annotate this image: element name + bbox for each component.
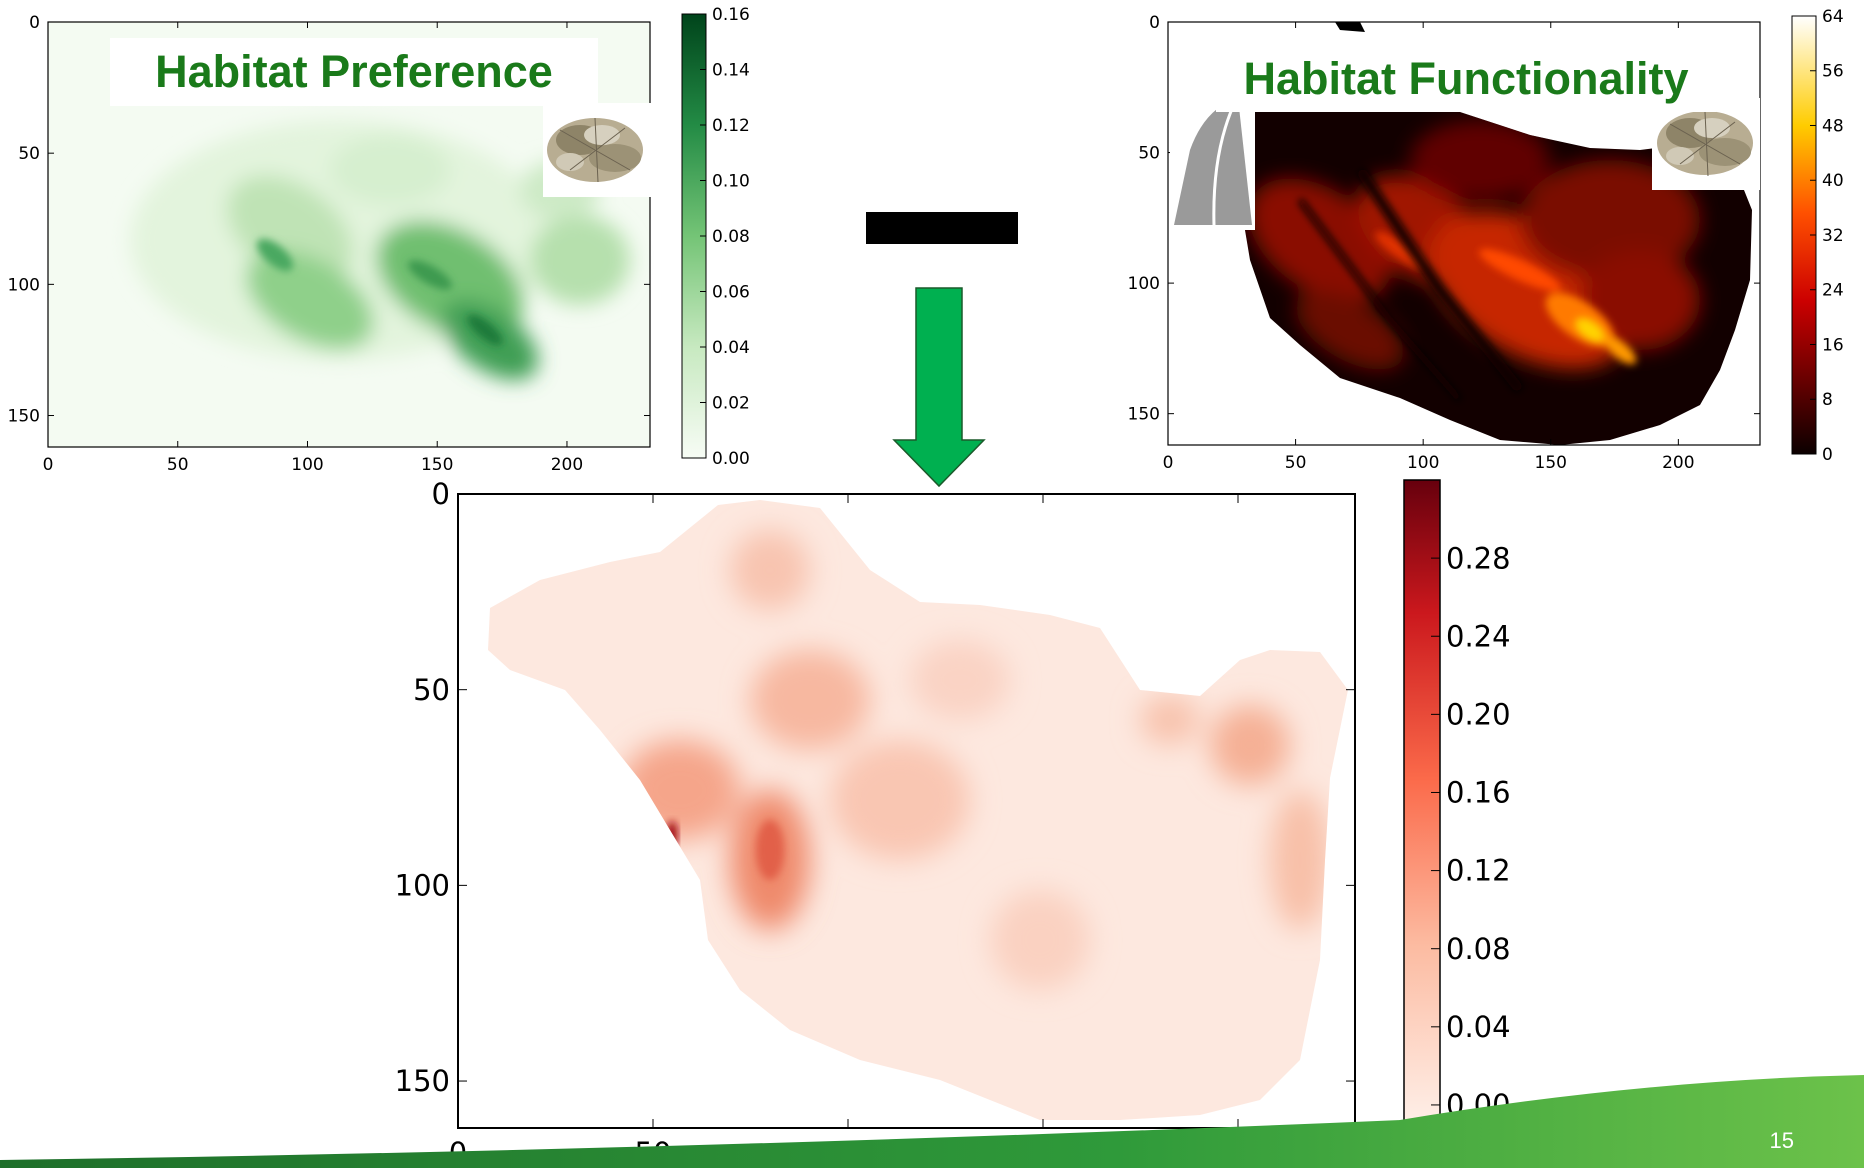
functionality-title: Habitat Functionality — [1216, 46, 1716, 112]
x-tick-label: 0 — [43, 455, 54, 475]
colorbar-tick-label: 64 — [1822, 7, 1844, 27]
colorbar-tick-label: 0.20 — [1446, 698, 1511, 732]
y-tick-label: 150 — [8, 406, 40, 426]
colorbar-tick-label: 0.12 — [712, 116, 750, 136]
colorbar-tick-label: 32 — [1822, 226, 1844, 246]
colorbar-tick-label: 8 — [1822, 390, 1833, 410]
colorbar-tick-label: 0.02 — [712, 393, 750, 413]
difference-colorbar-ticks: 0.000.040.080.120.160.200.240.28 — [1431, 541, 1511, 1122]
colorbar-tick-label: 0.16 — [1446, 776, 1511, 810]
difference-colorbar — [1404, 480, 1440, 1144]
preference-title: Habitat Preference — [110, 38, 598, 106]
y-tick-label: 50 — [413, 673, 450, 707]
page-number: 15 — [1770, 1128, 1794, 1154]
y-tick-label: 50 — [18, 144, 40, 164]
y-tick-label: 100 — [8, 275, 40, 295]
x-tick-label: 50 — [167, 455, 189, 475]
minus-sign-icon — [866, 212, 1018, 244]
preference-colorbar-ticks: 0.00 0.02 0.04 0.06 0.08 0.10 0.12 0.14 0.16 — [700, 5, 750, 469]
x-tick-label: 100 — [1407, 453, 1439, 473]
x-tick-label: 0 — [1163, 453, 1174, 473]
y-tick-label: 150 — [1128, 405, 1160, 425]
y-tick-label: 150 — [395, 1064, 450, 1098]
y-tick-label: 0 — [432, 477, 450, 511]
lichen-icon — [547, 118, 643, 182]
colorbar-tick-label: 0.00 — [712, 449, 750, 469]
colorbar-tick-label: 0.12 — [1446, 854, 1511, 888]
y-tick-label: 0 — [29, 13, 40, 33]
colorbar-tick-label: 0.10 — [712, 171, 750, 191]
y-tick-label: 50 — [1138, 144, 1160, 164]
x-tick-label: 200 — [1662, 453, 1694, 473]
x-tick-label: 200 — [551, 455, 583, 475]
colorbar-tick-label: 16 — [1822, 335, 1844, 355]
down-arrow-icon — [894, 288, 984, 486]
y-tick-label: 100 — [1128, 274, 1160, 294]
colorbar-tick-label: 40 — [1822, 171, 1844, 191]
x-tick-label: 150 — [1535, 453, 1567, 473]
colorbar-tick-label: 0.04 — [1446, 1010, 1511, 1044]
colorbar-tick-label: 0.06 — [712, 282, 750, 302]
x-tick-label: 150 — [421, 455, 453, 475]
colorbar-tick-label: 56 — [1822, 62, 1844, 82]
colorbar-tick-label: 0.04 — [712, 338, 750, 358]
colorbar-tick-label: 0.14 — [712, 60, 750, 80]
y-tick-label: 0 — [1149, 13, 1160, 33]
colorbar-tick-label: 0.24 — [1446, 619, 1511, 653]
y-tick-label: 100 — [395, 869, 450, 903]
x-tick-label: 100 — [291, 455, 323, 475]
colorbar-tick-label: 0.08 — [1446, 932, 1511, 966]
colorbar-tick-label: 0.16 — [712, 5, 750, 25]
colorbar-tick-label: 24 — [1822, 281, 1844, 301]
colorbar-tick-label: 0.08 — [712, 227, 750, 247]
colorbar-tick-label: 0 — [1822, 445, 1833, 465]
colorbar-tick-label: 0.28 — [1446, 541, 1511, 575]
colorbar-tick-label: 48 — [1822, 116, 1844, 136]
x-tick-label: 50 — [1285, 453, 1307, 473]
